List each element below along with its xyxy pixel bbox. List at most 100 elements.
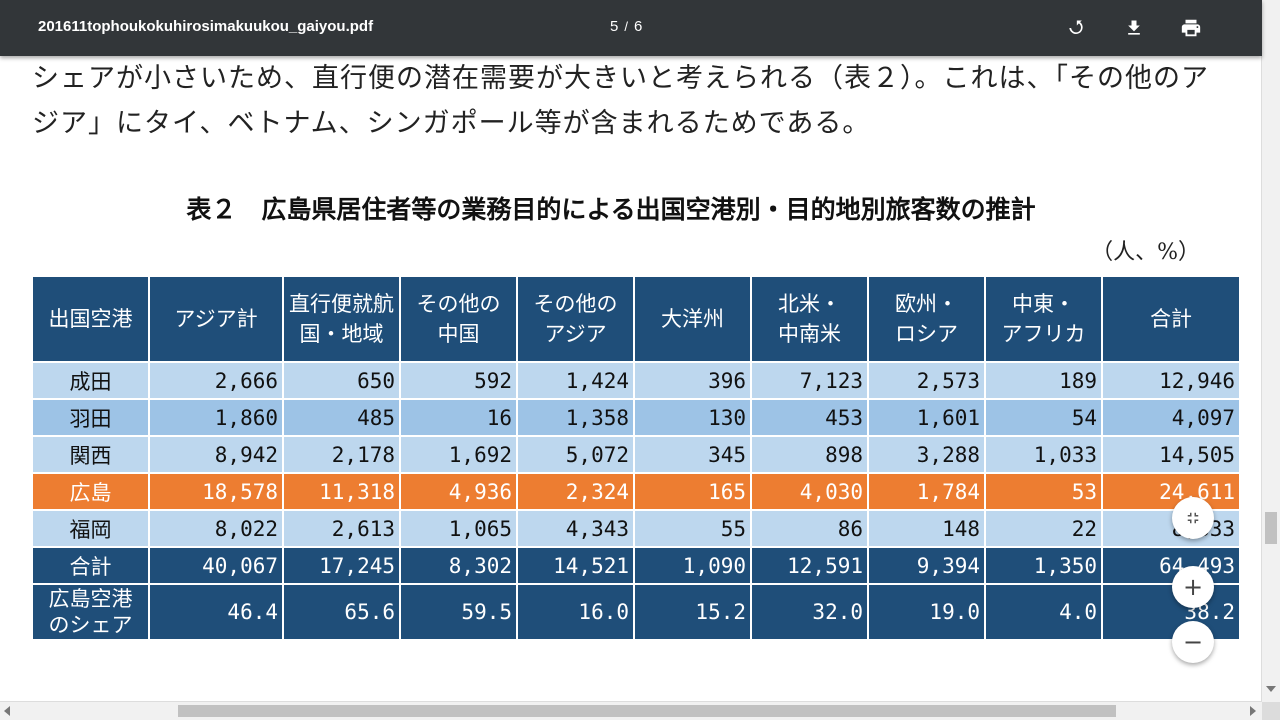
table-cell: 1,350	[984, 546, 1103, 585]
vertical-scrollbar[interactable]	[1261, 0, 1280, 702]
scroll-right-arrow-icon[interactable]	[1248, 706, 1256, 716]
table-cell: 4,097	[1101, 398, 1241, 437]
table-cell: 1,090	[633, 546, 752, 585]
zoom-in-button[interactable]: +	[1172, 566, 1214, 608]
table-cell: 8,302	[399, 546, 518, 585]
header-other-asia: その他の アジア	[516, 275, 635, 363]
table-row: 成田 2,666 650 592 1,424 396 7,123 2,573 189 12,946	[31, 361, 1241, 400]
pdf-page: シェアが小さいため、直行便の潜在需要が大きいと考えられる（表２）。これは、「その…	[0, 56, 1262, 702]
print-button[interactable]	[1177, 14, 1205, 42]
table-row: 羽田 1,860 485 16 1,358 130 453 1,601 54 4,097	[31, 398, 1241, 437]
download-button[interactable]	[1120, 14, 1148, 42]
zoom-out-button[interactable]: −	[1172, 621, 1214, 663]
table-cell: 4,343	[516, 509, 635, 548]
table-cell: 40,067	[148, 546, 284, 585]
scroll-left-arrow-icon[interactable]	[4, 706, 12, 716]
table-cell: 8,022	[148, 509, 284, 548]
vertical-scroll-thumb[interactable]	[1265, 512, 1277, 544]
table-unit: （人、%）	[1091, 240, 1200, 265]
share-cell: 4.0	[984, 583, 1103, 641]
header-row: 出国空港 アジア計 直行便就航 国・地域 その他の 中国 その他の アジア 大洋州 北…	[31, 275, 1241, 363]
table-cell: 16	[399, 398, 518, 437]
table-cell: 11,318	[282, 472, 401, 511]
row-label: 関西	[31, 435, 150, 474]
rotate-button[interactable]	[1062, 14, 1090, 42]
table-cell: 9,394	[867, 546, 986, 585]
table-cell: 17,245	[282, 546, 401, 585]
table-cell: 55	[633, 509, 752, 548]
table-cell: 2,324	[516, 472, 635, 511]
table-cell: 4,936	[399, 472, 518, 511]
horizontal-scroll-thumb[interactable]	[178, 705, 1116, 717]
table-cell: 2,666	[148, 361, 284, 400]
table-cell: 14,521	[516, 546, 635, 585]
table-cell: 485	[282, 398, 401, 437]
file-name: 201611tophoukokuhirosimakuukou_gaiyou.pd…	[38, 18, 374, 35]
table-cell: 18,578	[148, 472, 284, 511]
fit-to-page-button[interactable]	[1172, 497, 1214, 539]
header-direct: 直行便就航 国・地域	[282, 275, 401, 363]
header-america: 北米・ 中南米	[750, 275, 869, 363]
table-cell: 1,860	[148, 398, 284, 437]
body-text-line-2: ジア」にタイ、ベトナム、シンガポール等が含まれるためである。	[32, 108, 871, 139]
share-cell: 46.4	[148, 583, 284, 641]
share-label: 広島空港 のシェア	[31, 583, 150, 641]
table-cell: 3,288	[867, 435, 986, 474]
table-caption-text: 表２ 広島県居住者等の業務目的による出国空港別・目的地別旅客数の推計	[186, 195, 1036, 224]
table-cell: 345	[633, 435, 752, 474]
data-table: 出国空港 アジア計 直行便就航 国・地域 その他の 中国 その他の アジア 大洋州 北…	[31, 275, 1241, 641]
table-cell: 1,692	[399, 435, 518, 474]
row-label: 羽田	[31, 398, 150, 437]
table-cell: 8,333	[1101, 509, 1241, 548]
page-indicator: 5 / 6	[610, 18, 642, 35]
horizontal-scrollbar[interactable]	[0, 701, 1262, 720]
table-caption: 表２ 広島県居住者等の業務目的による出国空港別・目的地別旅客数の推計	[0, 190, 1262, 226]
header-airport: 出国空港	[31, 275, 150, 363]
rotate-icon	[1069, 20, 1083, 34]
table-cell: 14,505	[1101, 435, 1241, 474]
table-cell: 54	[984, 398, 1103, 437]
table-body: 成田 2,666 650 592 1,424 396 7,123 2,573 189 12,946…	[31, 361, 1241, 585]
table-cell: 7,123	[750, 361, 869, 400]
header-europe: 欧州・ ロシア	[867, 275, 986, 363]
table-cell: 189	[984, 361, 1103, 400]
header-other-china: その他の 中国	[399, 275, 518, 363]
header-total: 合計	[1101, 275, 1241, 363]
share-row: 広島空港 のシェア 46.4 65.6 59.5 16.0 15.2 32.0 1…	[31, 583, 1241, 641]
table-cell: 396	[633, 361, 752, 400]
table-row: 合計 40,067 17,245 8,302 14,521 1,090 12,591 9,39…	[31, 546, 1241, 585]
row-label: 福岡	[31, 509, 150, 548]
table-cell: 148	[867, 509, 986, 548]
table-cell: 12,946	[1101, 361, 1241, 400]
table-cell: 1,033	[984, 435, 1103, 474]
table-row: 広島 18,578 11,318 4,936 2,324 165 4,030 1,784 53 2…	[31, 472, 1241, 511]
share-cell: 19.0	[867, 583, 986, 641]
table-cell: 1,358	[516, 398, 635, 437]
table-cell: 1,065	[399, 509, 518, 548]
current-page-input[interactable]: 5	[610, 18, 619, 35]
pdf-toolbar: 201611tophoukokuhirosimakuukou_gaiyou.pd…	[0, 0, 1262, 56]
header-asia-total: アジア計	[148, 275, 284, 363]
header-oceania: 大洋州	[633, 275, 752, 363]
share-cell: 59.5	[399, 583, 518, 641]
table-cell: 8,942	[148, 435, 284, 474]
table-cell: 453	[750, 398, 869, 437]
table-cell: 4,030	[750, 472, 869, 511]
print-icon	[1181, 19, 1201, 37]
total-pages: 6	[633, 18, 643, 35]
table-cell: 5,072	[516, 435, 635, 474]
table-cell: 592	[399, 361, 518, 400]
scroll-down-arrow-icon[interactable]	[1266, 686, 1276, 694]
table-cell: 2,613	[282, 509, 401, 548]
download-icon	[1128, 20, 1140, 35]
scrollbar-corner	[1262, 702, 1280, 720]
table-cell: 898	[750, 435, 869, 474]
table-row: 関西 8,942 2,178 1,692 5,072 345 898 3,288 1,033 14…	[31, 435, 1241, 474]
table-cell: 64,493	[1101, 546, 1241, 585]
share-cell: 65.6	[282, 583, 401, 641]
row-label: 合計	[31, 546, 150, 585]
body-text-line-1: シェアが小さいため、直行便の潜在需要が大きいと考えられる（表２）。これは、「その…	[32, 63, 1209, 94]
table-cell: 53	[984, 472, 1103, 511]
share-cell: 15.2	[633, 583, 752, 641]
